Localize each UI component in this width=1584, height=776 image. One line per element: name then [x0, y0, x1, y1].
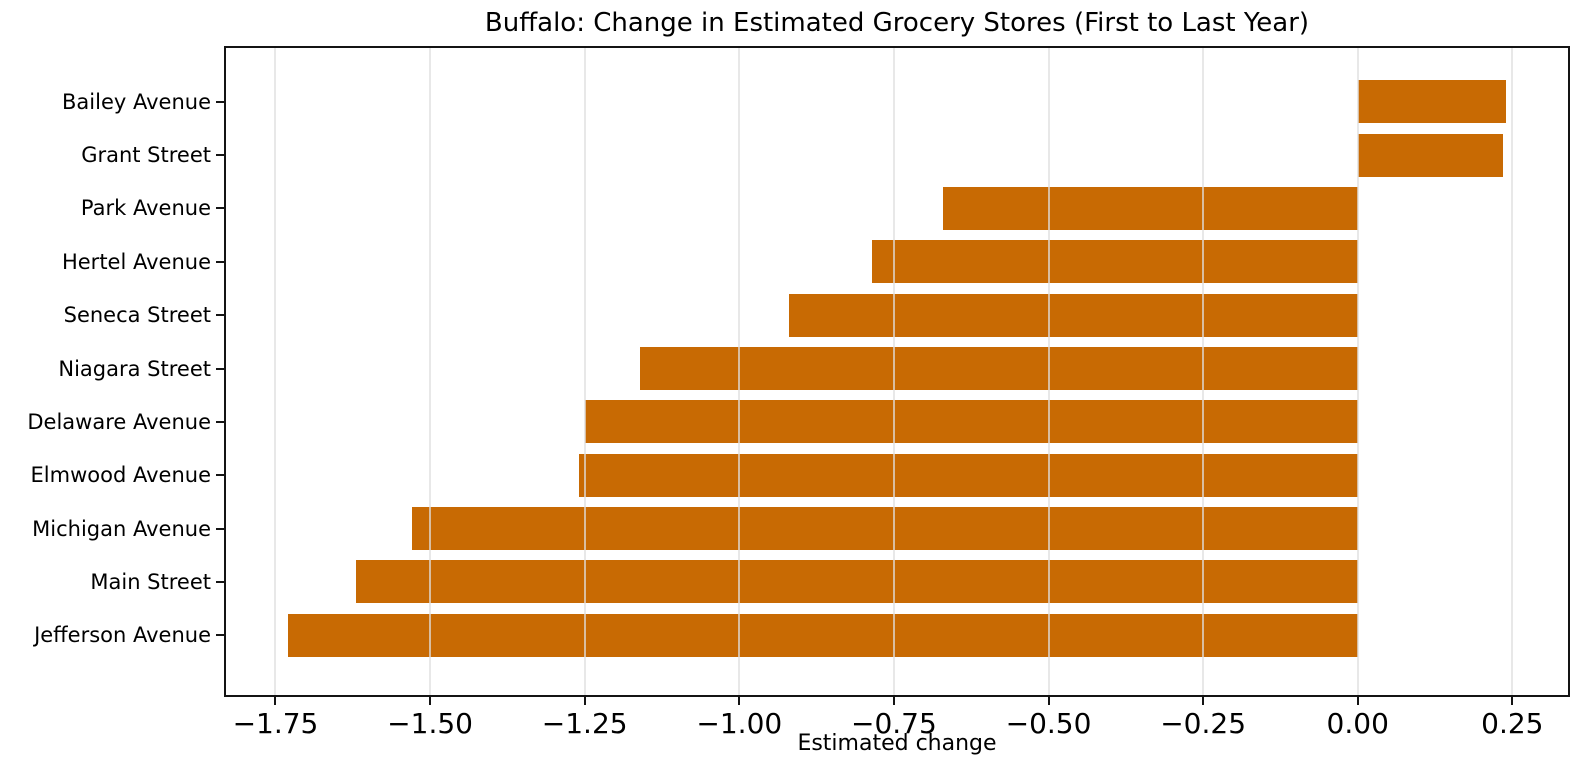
y-tick-label: Niagara Street	[58, 356, 211, 381]
y-tick-label: Main Street	[90, 569, 211, 594]
y-tick-label: Seneca Street	[63, 303, 211, 328]
y-tick-label: Elmwood Avenue	[30, 463, 211, 488]
gridline-x-−1.50	[429, 48, 432, 695]
bar-delaware-avenue	[584, 400, 1358, 444]
gridline-x-0.00	[1356, 48, 1359, 695]
x-tick-label: −1.50	[387, 707, 473, 740]
bar-elmwood-avenue	[578, 453, 1358, 497]
x-tick-mark	[892, 697, 895, 705]
y-tick-mark	[216, 154, 224, 157]
y-tick-label: Park Avenue	[80, 196, 211, 221]
y-tick-label: Delaware Avenue	[27, 409, 211, 434]
x-tick-mark	[738, 697, 741, 705]
gridline-x-−1.00	[738, 48, 741, 695]
x-tick-mark	[1047, 697, 1050, 705]
x-tick-mark	[1511, 697, 1514, 705]
y-tick-mark	[216, 314, 224, 317]
y-tick-label: Grant Street	[81, 143, 211, 168]
gridline-x-−0.50	[1047, 48, 1050, 695]
x-tick-mark	[1202, 697, 1205, 705]
gridline-x-−1.25	[583, 48, 586, 695]
x-tick-label: −0.75	[851, 707, 937, 740]
y-tick-mark	[216, 260, 224, 263]
x-tick-label: −1.75	[232, 707, 319, 740]
x-tick-label: −1.00	[696, 707, 783, 740]
bar-seneca-street	[788, 293, 1358, 337]
gridline-x-0.25	[1511, 48, 1514, 695]
x-axis-label: Estimated change	[797, 731, 997, 756]
chart-title: Buffalo: Change in Estimated Grocery Sto…	[484, 8, 1310, 38]
y-tick-mark	[216, 634, 224, 637]
bar-hertel-avenue	[872, 240, 1358, 284]
bar-main-street	[355, 560, 1358, 604]
bar-park-avenue	[943, 186, 1358, 230]
y-tick-label: Michigan Avenue	[32, 516, 211, 541]
y-tick-label: Hertel Avenue	[61, 249, 211, 274]
x-tick-label: 0.00	[1326, 707, 1389, 740]
gridline-x-−0.25	[1202, 48, 1205, 695]
x-tick-mark	[1356, 697, 1359, 705]
x-tick-label: −0.50	[1005, 707, 1092, 740]
x-tick-mark	[274, 697, 277, 705]
y-tick-mark	[216, 207, 224, 210]
y-tick-mark	[216, 474, 224, 477]
x-tick-label: 0.25	[1481, 707, 1544, 740]
bar-grant-street	[1357, 133, 1504, 177]
bar-michigan-avenue	[411, 507, 1358, 551]
gridline-x-−0.75	[892, 48, 895, 695]
gridline-x-−1.75	[274, 48, 277, 695]
x-tick-label: −0.25	[1160, 707, 1247, 740]
y-tick-label: Bailey Avenue	[62, 89, 211, 114]
y-tick-mark	[216, 367, 224, 370]
bar-bailey-avenue	[1357, 80, 1507, 124]
y-tick-mark	[216, 580, 224, 583]
bar-jefferson-avenue	[287, 613, 1358, 657]
y-tick-mark	[216, 100, 224, 103]
y-tick-mark	[216, 527, 224, 530]
y-tick-mark	[216, 420, 224, 423]
y-tick-label: Jefferson Avenue	[34, 623, 211, 648]
x-tick-mark	[429, 697, 432, 705]
x-tick-mark	[583, 697, 586, 705]
bar-niagara-street	[640, 347, 1358, 390]
x-tick-label: −1.25	[541, 707, 628, 740]
plot-area: −1.75 −1.50 −1.25 −1.00 −0.75 −0.50 −0.25 0.00 0…	[27, 46, 1570, 740]
